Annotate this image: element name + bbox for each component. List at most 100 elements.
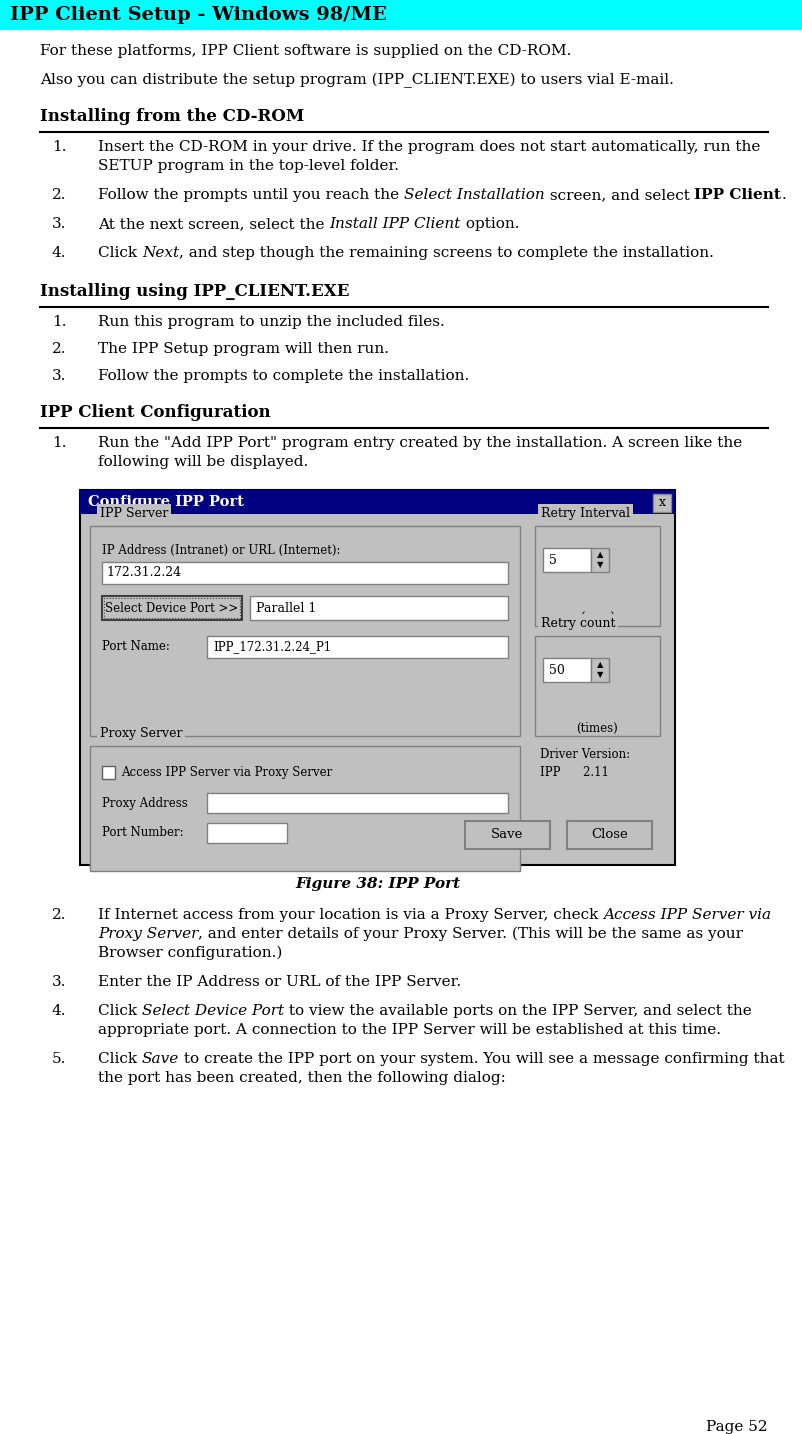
Text: Port Number:: Port Number: xyxy=(102,826,184,839)
Text: 1.: 1. xyxy=(52,315,67,328)
Text: option.: option. xyxy=(460,217,519,231)
Text: Also you can distribute the setup program (IPP_CLIENT.EXE) to users vial E-mail.: Also you can distribute the setup progra… xyxy=(40,73,673,89)
Text: The IPP Setup program will then run.: The IPP Setup program will then run. xyxy=(98,341,388,356)
Bar xyxy=(590,658,608,683)
Bar xyxy=(207,793,508,813)
Text: to view the available ports on the IPP Server, and select the: to view the available ports on the IPP S… xyxy=(284,1004,751,1018)
Text: .: . xyxy=(780,188,785,202)
Text: Install IPP Client: Install IPP Client xyxy=(329,217,460,231)
Text: IPP Client: IPP Client xyxy=(694,188,780,202)
Text: Retry Interval: Retry Interval xyxy=(541,508,630,521)
Text: (secs): (secs) xyxy=(579,612,614,625)
Text: Page 52: Page 52 xyxy=(706,1420,767,1434)
Text: Follow the prompts to complete the installation.: Follow the prompts to complete the insta… xyxy=(98,369,468,383)
Bar xyxy=(102,562,508,584)
Bar xyxy=(652,493,670,512)
Bar xyxy=(80,490,674,865)
Text: the port has been created, then the following dialog:: the port has been created, then the foll… xyxy=(98,1071,505,1086)
Text: Next: Next xyxy=(142,247,179,260)
Text: Proxy Server: Proxy Server xyxy=(98,926,198,941)
Text: Enter the IP Address or URL of the IPP Server.: Enter the IP Address or URL of the IPP S… xyxy=(98,975,460,989)
Text: Save: Save xyxy=(491,829,523,842)
Bar xyxy=(90,746,520,870)
Text: IPP Server: IPP Server xyxy=(100,508,168,521)
Bar xyxy=(102,597,241,619)
Text: to create the IPP port on your system. You will see a message confirming that: to create the IPP port on your system. Y… xyxy=(179,1053,784,1065)
Text: Access IPP Server via: Access IPP Server via xyxy=(602,908,771,922)
Text: Proxy Address: Proxy Address xyxy=(102,796,188,810)
Text: 4.: 4. xyxy=(52,247,67,260)
Text: (times): (times) xyxy=(576,721,618,736)
Bar xyxy=(0,0,802,30)
Text: Select Device Port >>: Select Device Port >> xyxy=(105,601,238,615)
Text: , and step though the remaining screens to complete the installation.: , and step though the remaining screens … xyxy=(179,247,713,260)
Bar xyxy=(534,526,659,627)
Bar xyxy=(542,548,590,572)
Text: 5.: 5. xyxy=(52,1053,67,1065)
Text: Port Name:: Port Name: xyxy=(102,641,170,654)
Text: 5: 5 xyxy=(549,554,556,566)
Text: Access IPP Server via Proxy Server: Access IPP Server via Proxy Server xyxy=(121,766,332,779)
Text: 1.: 1. xyxy=(52,141,67,153)
Text: IPP Client Configuration: IPP Client Configuration xyxy=(40,404,270,422)
Text: Click: Click xyxy=(98,1004,142,1018)
Text: IPP Client Setup - Windows 98/ME: IPP Client Setup - Windows 98/ME xyxy=(10,6,387,24)
Bar xyxy=(249,597,508,619)
Text: x: x xyxy=(658,496,665,509)
Bar xyxy=(590,548,608,572)
Text: Run the "Add IPP Port" program entry created by the installation. A screen like : Run the "Add IPP Port" program entry cre… xyxy=(98,436,741,450)
Text: At the next screen, select the: At the next screen, select the xyxy=(98,217,329,231)
Text: Configure IPP Port: Configure IPP Port xyxy=(88,495,244,509)
Text: SETUP program in the top-level folder.: SETUP program in the top-level folder. xyxy=(98,159,399,174)
Text: Select Installation: Select Installation xyxy=(403,188,544,202)
Text: 3.: 3. xyxy=(52,975,67,989)
Text: IP Address (Intranet) or URL (Internet):: IP Address (Intranet) or URL (Internet): xyxy=(102,543,340,556)
Text: For these platforms, IPP Client software is supplied on the CD-ROM.: For these platforms, IPP Client software… xyxy=(40,44,571,57)
Text: Click: Click xyxy=(98,247,142,260)
Text: ▲: ▲ xyxy=(596,551,602,559)
Text: Parallel 1: Parallel 1 xyxy=(256,601,316,615)
Text: 2.: 2. xyxy=(52,908,67,922)
Text: 50: 50 xyxy=(549,664,564,677)
Bar xyxy=(80,490,674,513)
Text: If Internet access from your location is via a Proxy Server, check: If Internet access from your location is… xyxy=(98,908,602,922)
Text: IPP_172.31.2.24_P1: IPP_172.31.2.24_P1 xyxy=(213,641,330,654)
Text: Retry count: Retry count xyxy=(541,617,615,630)
Text: 2.: 2. xyxy=(52,188,67,202)
Text: Follow the prompts until you reach the: Follow the prompts until you reach the xyxy=(98,188,403,202)
Text: 3.: 3. xyxy=(52,369,67,383)
Text: Figure 38: IPP Port: Figure 38: IPP Port xyxy=(294,878,460,891)
Text: Installing using IPP_CLIENT.EXE: Installing using IPP_CLIENT.EXE xyxy=(40,282,349,300)
Text: 2.: 2. xyxy=(52,341,67,356)
Text: Select Device Port: Select Device Port xyxy=(142,1004,284,1018)
Bar xyxy=(464,822,549,849)
Text: , and enter details of your Proxy Server. (This will be the same as your: , and enter details of your Proxy Server… xyxy=(198,926,743,941)
Text: Click: Click xyxy=(98,1053,142,1065)
Text: 172.31.2.24: 172.31.2.24 xyxy=(106,566,181,579)
Bar xyxy=(90,526,520,736)
Text: Driver Version:: Driver Version: xyxy=(539,749,630,761)
Bar xyxy=(104,598,240,618)
Text: Installing from the CD-ROM: Installing from the CD-ROM xyxy=(40,108,304,125)
Text: ▼: ▼ xyxy=(596,671,602,680)
Text: Close: Close xyxy=(590,829,627,842)
Bar xyxy=(102,766,115,779)
Text: Run this program to unzip the included files.: Run this program to unzip the included f… xyxy=(98,315,444,328)
Text: ▼: ▼ xyxy=(596,561,602,569)
Text: screen, and select: screen, and select xyxy=(544,188,694,202)
Text: Insert the CD-ROM in your drive. If the program does not start automatically, ru: Insert the CD-ROM in your drive. If the … xyxy=(98,141,759,153)
Text: Proxy Server: Proxy Server xyxy=(100,727,182,740)
Text: following will be displayed.: following will be displayed. xyxy=(98,455,308,469)
Text: ▲: ▲ xyxy=(596,661,602,670)
Text: appropriate port. A connection to the IPP Server will be established at this tim: appropriate port. A connection to the IP… xyxy=(98,1022,720,1037)
Bar xyxy=(542,658,590,683)
Text: Save: Save xyxy=(142,1053,179,1065)
Bar xyxy=(534,637,659,736)
Bar xyxy=(207,637,508,658)
Text: IPP      2.11: IPP 2.11 xyxy=(539,766,608,779)
Text: 3.: 3. xyxy=(52,217,67,231)
Bar xyxy=(207,823,286,843)
Bar xyxy=(566,822,651,849)
Text: Browser configuration.): Browser configuration.) xyxy=(98,946,282,961)
Text: 1.: 1. xyxy=(52,436,67,450)
